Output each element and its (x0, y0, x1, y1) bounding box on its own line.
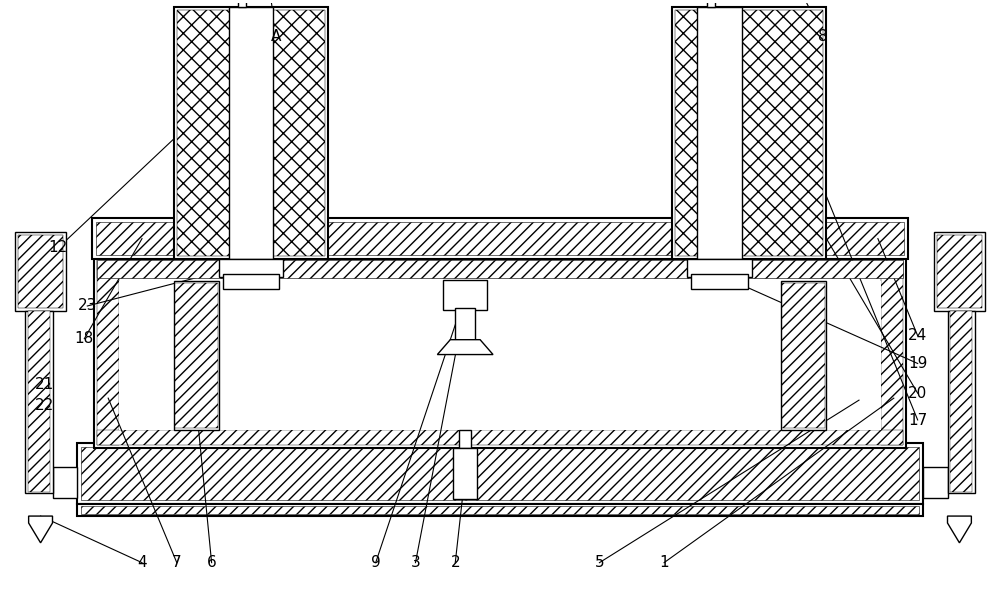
Bar (81, 506, 919, 514)
Bar (92, 218, 908, 260)
Text: 12: 12 (48, 241, 67, 255)
Text: 24: 24 (908, 328, 927, 343)
Bar (97, 260, 119, 445)
Bar (97, 430, 903, 445)
Text: 4: 4 (137, 555, 147, 570)
Bar (174, 281, 219, 430)
Bar (459, 430, 471, 448)
Bar (881, 260, 903, 445)
Text: 3: 3 (411, 555, 420, 570)
Bar (119, 281, 881, 430)
Bar (691, 274, 748, 289)
Bar (77, 443, 923, 504)
Bar (94, 257, 906, 448)
Bar (950, 311, 972, 492)
Bar (937, 235, 982, 308)
Text: 5: 5 (595, 555, 604, 570)
Text: 9: 9 (371, 555, 381, 570)
Text: 2: 2 (450, 555, 460, 570)
Bar (687, 260, 752, 277)
Text: 6: 6 (207, 555, 216, 570)
Bar (672, 7, 826, 260)
Bar (934, 232, 985, 311)
Bar (174, 7, 328, 260)
Bar (28, 311, 50, 492)
Bar (97, 260, 903, 278)
Bar (675, 10, 823, 257)
Polygon shape (437, 340, 493, 354)
Bar (96, 222, 904, 255)
Bar (97, 260, 903, 278)
Bar (948, 311, 975, 493)
Bar (219, 260, 283, 277)
Bar (455, 308, 475, 340)
Text: 1: 1 (659, 555, 669, 570)
Bar (707, 0, 715, 7)
Bar (229, 7, 273, 260)
Bar (443, 280, 487, 310)
Text: A: A (271, 29, 281, 43)
Bar (177, 10, 325, 257)
Bar (453, 448, 477, 499)
Text: 22: 22 (35, 398, 54, 413)
Text: 21: 21 (35, 377, 54, 392)
Text: 18: 18 (75, 331, 94, 346)
Bar (81, 447, 919, 500)
Bar (782, 284, 825, 428)
Polygon shape (29, 516, 53, 543)
Bar (77, 504, 923, 516)
Text: 23: 23 (78, 298, 97, 313)
Bar (15, 232, 66, 311)
Text: 19: 19 (908, 356, 927, 370)
Text: 8: 8 (818, 29, 828, 43)
Bar (923, 467, 948, 498)
Bar (223, 274, 279, 289)
Bar (781, 281, 826, 430)
Bar (18, 235, 63, 308)
Polygon shape (948, 516, 971, 543)
Bar (175, 284, 218, 428)
Bar (25, 311, 53, 493)
Bar (238, 0, 246, 7)
Text: 7: 7 (172, 555, 182, 570)
Text: 17: 17 (908, 413, 927, 428)
Bar (697, 7, 742, 260)
Text: 20: 20 (908, 386, 927, 401)
Bar (53, 467, 77, 498)
